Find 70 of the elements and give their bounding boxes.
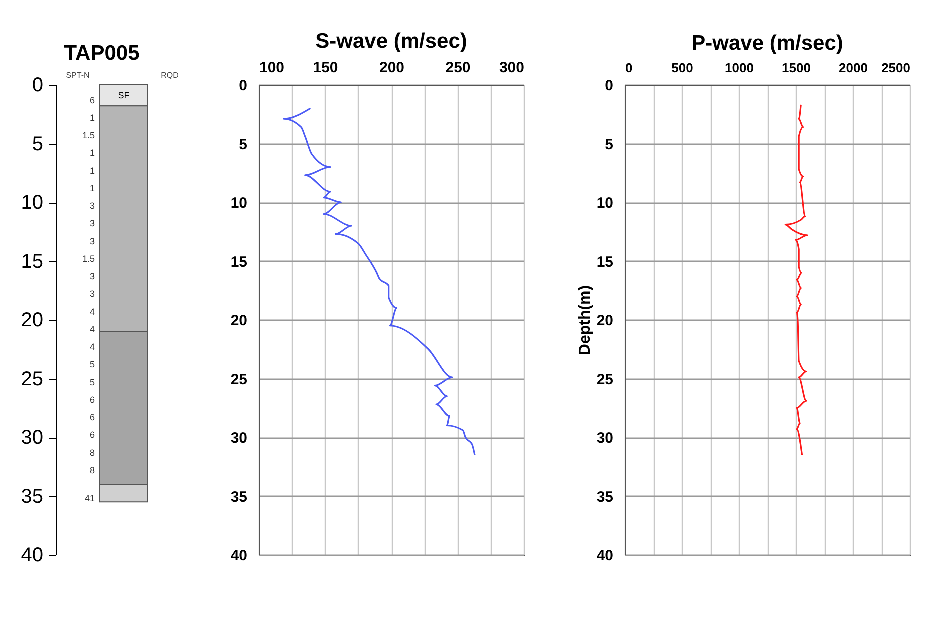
y-tick-label: 40: [596, 548, 614, 564]
y-tick-label: 0: [239, 78, 248, 94]
text: 8: [90, 448, 95, 458]
text: 41: [84, 493, 95, 504]
y-tick-label: 20: [21, 310, 44, 332]
x-tick-label: 300: [499, 60, 524, 76]
chart-title: S-wave (m/sec): [316, 30, 468, 53]
text: 4: [90, 306, 95, 317]
series-label: SF: [118, 90, 130, 101]
chart-title: P-wave (m/sec): [692, 32, 844, 55]
chart-title: TAP005: [64, 42, 140, 65]
y-tick-label: 5: [605, 136, 614, 154]
x-tick-label: 2000: [839, 60, 868, 76]
y-tick-label: 10: [21, 192, 44, 214]
y-tick-label: 30: [230, 430, 248, 447]
text: 3: [90, 201, 95, 212]
text: 1: [90, 183, 95, 194]
text: 5: [90, 360, 95, 370]
y-tick-label: 0: [32, 74, 44, 96]
y-tick-label: 5: [32, 133, 44, 156]
y-tick-label: 35: [230, 488, 248, 506]
text: 4: [90, 342, 95, 352]
x-tick-label: 250: [446, 60, 471, 76]
y-tick-label: 40: [21, 544, 44, 566]
text: 3: [90, 272, 95, 282]
text: 6: [90, 394, 95, 405]
text: 1: [90, 166, 95, 176]
text: 3: [90, 236, 95, 246]
y-tick-label: 15: [21, 250, 44, 273]
text: SPT-N: [66, 71, 90, 80]
y-tick-label: 10: [230, 195, 248, 212]
x-tick-label: 200: [379, 60, 405, 76]
x-tick-label: 500: [672, 60, 694, 76]
line-series: [784, 104, 808, 456]
line-series: [283, 108, 476, 456]
x-tick-label: 100: [260, 60, 285, 76]
y-tick-label: 25: [596, 371, 614, 388]
text: 4: [90, 324, 95, 334]
text: 3: [90, 289, 95, 300]
text: 1.5: [82, 254, 95, 264]
text: 5: [90, 377, 95, 388]
y-tick-label: 20: [230, 312, 248, 330]
y-tick-label: 30: [596, 430, 614, 447]
y-tick-label: 0: [605, 78, 614, 94]
x-tick-label: 150: [313, 60, 338, 76]
text: 3: [90, 218, 95, 229]
y-tick-label: 35: [596, 488, 614, 506]
x-tick-label: 1500: [782, 60, 811, 76]
text: 1.5: [82, 130, 95, 141]
y-tick-label: 20: [596, 312, 614, 330]
text: 8: [90, 465, 95, 476]
y-tick-label: 35: [21, 486, 44, 508]
y-tick-label: 30: [21, 427, 44, 449]
y-tick-label: 10: [596, 195, 614, 212]
y-tick-label: 25: [230, 371, 248, 388]
y-tick-label: 40: [230, 548, 248, 564]
y-axis-title: Depth(m): [576, 285, 594, 356]
y-tick-label: 25: [21, 368, 44, 390]
y-tick-label: 5: [239, 136, 248, 154]
text: 6: [90, 95, 95, 106]
text: RQD: [161, 71, 180, 80]
y-tick-label: 15: [230, 254, 248, 271]
text: 6: [90, 430, 95, 440]
text: 1: [90, 112, 95, 123]
x-tick-label: 0: [626, 60, 633, 76]
x-tick-label: 2500: [882, 60, 910, 76]
text: 1: [90, 148, 95, 158]
x-tick-label: 1000: [725, 60, 754, 76]
y-tick-label: 15: [596, 254, 614, 271]
text: 6: [90, 412, 95, 423]
